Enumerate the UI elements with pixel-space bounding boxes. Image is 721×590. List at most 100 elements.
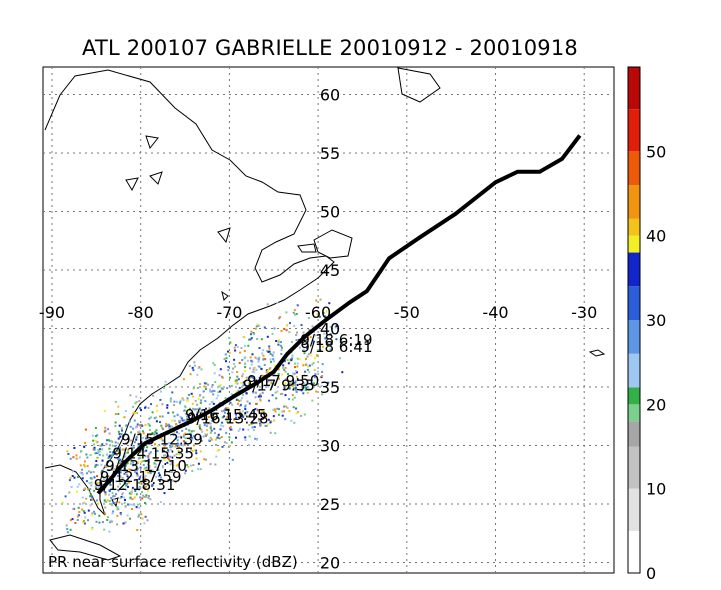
rain-pixel	[78, 456, 81, 459]
rain-pixel	[294, 369, 297, 372]
rain-pixel	[140, 440, 143, 443]
rain-pixel	[87, 519, 89, 522]
rain-pixel	[175, 423, 178, 426]
rain-pixel	[231, 371, 234, 374]
rain-pixel	[242, 393, 245, 396]
rain-pixel	[207, 408, 210, 411]
rain-pixel	[279, 344, 282, 347]
rain-pixel	[237, 402, 239, 405]
rain-pixel	[268, 399, 271, 402]
rain-pixel	[273, 327, 276, 330]
rain-pixel	[99, 448, 101, 451]
rain-pixel	[147, 483, 150, 486]
rain-pixel	[172, 434, 175, 436]
rain-pixel	[209, 422, 212, 425]
rain-pixel	[196, 422, 199, 425]
rain-pixel	[119, 512, 122, 515]
rain-pixel	[160, 390, 162, 393]
rain-pixel	[205, 425, 208, 427]
rain-pixel	[178, 446, 180, 449]
rain-pixel	[296, 304, 299, 307]
rain-pixel	[274, 391, 277, 394]
latitude-label: 25	[320, 495, 340, 514]
rain-pixel	[212, 393, 215, 396]
rain-pixel	[101, 470, 104, 472]
rain-pixel	[167, 411, 170, 414]
rain-pixel	[135, 412, 138, 415]
rain-pixel	[106, 439, 109, 442]
rain-pixel	[314, 357, 316, 360]
rain-pixel	[162, 466, 164, 469]
rain-pixel	[321, 370, 324, 373]
rain-pixel	[119, 435, 122, 438]
rain-pixel	[295, 339, 298, 341]
rain-pixel	[263, 363, 266, 366]
rain-pixel	[161, 415, 164, 418]
rain-pixel	[139, 407, 142, 410]
rain-pixel	[193, 361, 196, 364]
rain-pixel	[308, 329, 311, 331]
colorbar-segment	[628, 320, 640, 354]
rain-pixel	[76, 476, 79, 478]
rain-pixel	[93, 448, 96, 451]
rain-pixel	[123, 501, 126, 504]
rain-pixel	[335, 325, 338, 328]
rain-pixel	[124, 433, 127, 436]
rain-pixel	[181, 419, 184, 422]
rain-pixel	[190, 448, 193, 451]
rain-pixel	[155, 463, 158, 466]
rain-pixel	[111, 468, 114, 471]
rain-pixel	[117, 437, 120, 440]
rain-pixel	[180, 417, 183, 420]
rain-pixel	[124, 452, 127, 455]
rain-pixel	[107, 469, 110, 472]
rain-pixel	[66, 450, 69, 453]
rain-pixel	[166, 461, 169, 464]
rain-pixel	[228, 337, 231, 339]
rain-pixel	[276, 407, 279, 410]
rain-pixel	[117, 430, 120, 433]
rain-pixel	[199, 394, 202, 396]
rain-pixel	[117, 471, 120, 474]
rain-pixel	[284, 382, 287, 385]
rain-pixel	[119, 471, 122, 474]
rain-pixel	[100, 463, 103, 466]
rain-pixel	[110, 454, 113, 457]
rain-pixel	[95, 487, 98, 490]
rain-pixel	[300, 414, 303, 417]
rain-pixel	[174, 445, 177, 448]
rain-pixel	[270, 382, 273, 385]
rain-pixel	[117, 405, 120, 408]
rain-pixel	[205, 382, 208, 385]
rain-pixel	[167, 457, 169, 460]
rain-pixel	[213, 427, 216, 430]
rain-pixel	[172, 411, 175, 414]
rain-pixel	[270, 360, 272, 363]
rain-pixel	[104, 493, 107, 496]
rain-pixel	[236, 371, 239, 373]
latitude-label: 60	[320, 86, 340, 105]
rain-pixel	[158, 483, 161, 486]
rain-pixel	[284, 378, 287, 380]
rain-pixel	[206, 433, 208, 436]
rain-pixel	[190, 437, 193, 440]
rain-pixel	[138, 513, 140, 516]
rain-pixel	[183, 440, 185, 443]
rain-pixel	[104, 506, 107, 509]
rain-pixel	[109, 451, 112, 453]
rain-pixel	[239, 403, 242, 406]
latitude-label: 50	[320, 203, 340, 222]
rain-pixel	[307, 353, 310, 356]
rain-pixel	[115, 453, 118, 456]
rain-pixel	[176, 431, 178, 434]
rain-pixel	[184, 472, 187, 475]
rain-pixel	[315, 299, 318, 302]
rain-pixel	[303, 382, 306, 385]
overpass-time-label: 9/14 15:35	[112, 444, 194, 462]
rain-pixel	[295, 375, 298, 378]
rain-pixel	[131, 498, 134, 501]
latitude-label: 55	[320, 144, 340, 163]
rain-pixel	[226, 407, 229, 410]
rain-pixel	[98, 521, 101, 524]
rain-pixel	[169, 455, 172, 458]
